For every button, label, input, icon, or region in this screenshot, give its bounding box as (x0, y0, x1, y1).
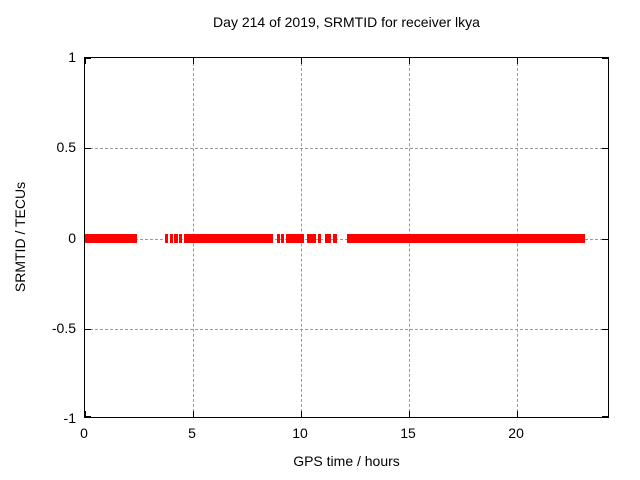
y-tick-right (602, 148, 608, 150)
x-tick-label: 20 (508, 425, 524, 441)
y-gridline (85, 148, 608, 150)
x-tick-bottom (301, 411, 303, 417)
x-tick-label: 5 (188, 425, 196, 441)
y-tick-right (602, 238, 608, 240)
x-tick-label: 15 (400, 425, 416, 441)
plot-area (84, 57, 609, 418)
x-tick-bottom (409, 411, 411, 417)
y-tick-right (602, 416, 608, 417)
y-tick-right (602, 328, 608, 330)
x-tick-label: 10 (292, 425, 308, 441)
data-segment (347, 234, 586, 243)
x-tick-label: 0 (80, 425, 88, 441)
data-segment (174, 234, 178, 243)
y-tick-label: 0 (68, 229, 76, 246)
y-tick-label: 0.5 (56, 139, 76, 156)
y-tick-right (602, 58, 608, 59)
x-tick-top (517, 58, 519, 64)
y-gridline (85, 238, 608, 240)
data-segment (85, 234, 137, 243)
x-tick-top (85, 58, 86, 64)
data-segment (277, 234, 280, 243)
y-tick-label: 1 (68, 49, 76, 65)
x-tick-bottom (193, 411, 195, 417)
x-axis-label: GPS time / hours (293, 453, 400, 469)
data-segment (286, 234, 305, 243)
data-segment (306, 234, 316, 243)
data-segment (333, 234, 338, 243)
x-tick-bottom (517, 411, 519, 417)
x-tick-top (193, 58, 195, 64)
y-tick-left (85, 148, 91, 150)
y-tick-label: -1 (63, 410, 76, 426)
y-tick-label: -0.5 (51, 319, 76, 336)
y-gridline (85, 328, 608, 330)
x-tick-top (409, 58, 411, 64)
y-tick-left (85, 416, 91, 417)
x-tick-top (301, 58, 303, 64)
y-tick-left (85, 328, 91, 330)
chart-title: Day 214 of 2019, SRMTID for receiver lky… (213, 14, 480, 30)
data-segment (179, 234, 182, 243)
data-segment (165, 234, 169, 243)
data-segment (280, 234, 284, 243)
data-segment (325, 234, 332, 243)
x-tick-bottom (85, 411, 86, 417)
data-segment (317, 234, 322, 243)
y-tick-left (85, 58, 91, 59)
data-segment (170, 234, 174, 243)
data-segment (183, 234, 273, 243)
